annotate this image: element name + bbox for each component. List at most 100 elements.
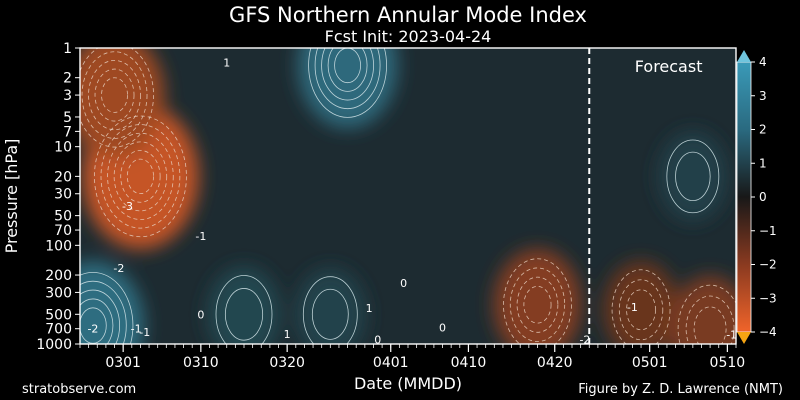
x-tick-label-0410: 0410 [451, 355, 487, 371]
contour-ring-9-1 [666, 139, 720, 214]
y-tick-label-100: 100 [45, 238, 72, 254]
field-feature-neg-2 [493, 248, 582, 344]
contour-ring-8-1 [302, 276, 358, 344]
cb-tick-label--2: −2 [759, 258, 777, 272]
y-axis-label: Pressure [hPa] [2, 139, 21, 254]
contour-ring-2-1 [503, 258, 572, 344]
y-tick-label-3: 3 [63, 88, 72, 104]
colorbar-scale [736, 61, 752, 333]
y-tick-label-200: 200 [45, 268, 72, 284]
x-tick-label-0301: 0301 [105, 355, 141, 371]
contour-label-3: -2 [113, 262, 124, 275]
field-feature-pos-5 [297, 48, 398, 129]
contour-ring-2-3 [516, 276, 559, 333]
x-tick-label-0510: 0510 [710, 355, 746, 371]
colorbar-ticks: 4 3 2 1 0 −1 −2 −3 −4 [751, 55, 777, 339]
cb-tick-label-4: 4 [759, 55, 767, 69]
contour-ring-2-2 [509, 267, 566, 342]
field-feature-pos-8 [294, 268, 366, 344]
contour-label-2: -1 [195, 230, 206, 243]
contour-ring-6-5 [80, 307, 107, 344]
x-tick-label-0501: 0501 [632, 355, 668, 371]
y-tick-label-7: 7 [63, 124, 72, 140]
y-tick-label-1: 1 [63, 41, 72, 57]
y-tick-label-1000: 1000 [36, 337, 72, 353]
contour-ring-5-2 [314, 48, 381, 110]
x-tick-label-0320: 0320 [269, 355, 305, 371]
contour-ring-0-5 [120, 150, 161, 203]
field-feature-pos-7 [207, 266, 281, 344]
contour-ring-3-3 [626, 289, 656, 331]
cb-tick-label-0: 0 [759, 190, 767, 204]
contour-ring-0-2 [100, 124, 181, 229]
contour-lines [80, 48, 736, 344]
contour-ring-1-3 [88, 60, 141, 131]
contour-ring-4-1 [677, 284, 736, 344]
contour-ring-5-3 [321, 48, 374, 101]
field-feature-neg-3 [603, 260, 680, 344]
contour-ring-4-3 [693, 306, 727, 344]
cb-tick-label-1: 1 [759, 156, 767, 170]
y-tick-label-2: 2 [63, 71, 72, 87]
field-feature-pos-6 [80, 261, 145, 344]
contour-ring-2-4 [523, 285, 552, 324]
contour-label-13: -2 [579, 333, 590, 346]
cb-tick-label-3: 3 [759, 89, 767, 103]
contour-ring-3-1 [611, 269, 671, 344]
contour-label-0: 1 [223, 56, 230, 69]
contour-ring-1-2 [81, 51, 148, 139]
contour-ring-5-1 [308, 48, 387, 118]
field-feature-pos-9 [658, 131, 728, 222]
contour-ring-5-4 [327, 48, 368, 92]
y-tick-label-10: 10 [54, 140, 72, 156]
y-tick-label-70: 70 [54, 223, 72, 239]
contour-ring-0-1 [94, 115, 187, 238]
footer-site: stratobserve.com [22, 382, 136, 397]
contour-ring-4-2 [685, 295, 735, 344]
contour-label-10: 0 [400, 277, 407, 290]
y-tick-label-30: 30 [54, 187, 72, 203]
y-tick-label-20: 20 [54, 169, 72, 185]
contour-ring-0-6 [126, 158, 154, 195]
contour-ring-7-1 [215, 275, 273, 344]
contour-label-7: -1 [139, 326, 150, 339]
contour-label-14: -1 [627, 301, 638, 314]
y-tick-label-50: 50 [54, 209, 72, 225]
colorbar-min-arrow [737, 332, 751, 344]
contour-ring-7-2 [224, 288, 264, 341]
cb-tick-label-2: 2 [759, 123, 767, 137]
contour-label-12: 0 [439, 321, 446, 334]
chart-subtitle: Fcst Init: 2023-04-24 [325, 27, 492, 46]
x-tick-label-0310: 0310 [183, 355, 219, 371]
cb-tick-label--1: −1 [759, 224, 777, 238]
x-tick-label-0401: 0401 [373, 355, 409, 371]
contour-label-9: 1 [366, 302, 373, 315]
colorbar: 4 3 2 1 0 −1 −2 −3 −4 [736, 50, 777, 344]
contour-ring-6-3 [80, 289, 121, 344]
cb-tick-label--4: −4 [759, 325, 777, 339]
footer-credit: Figure by Z. D. Lawrence (NMT) [578, 382, 783, 397]
contour-label-4: 0 [197, 308, 204, 321]
y-tick-label-5: 5 [63, 110, 72, 126]
x-axis-label: Date (MMDD) [354, 374, 462, 393]
contour-ring-1-5 [101, 77, 128, 113]
contour-label-6: -1 [131, 323, 142, 336]
y-tick-label-500: 500 [45, 307, 72, 323]
chart-title: GFS Northern Annular Mode Index [229, 3, 587, 27]
contour-ring-1-1 [80, 48, 154, 148]
contour-ring-8-2 [311, 288, 349, 340]
contour-ring-0-3 [107, 132, 174, 220]
cb-tick-label--3: −3 [759, 291, 777, 305]
forecast-label: Forecast [635, 57, 703, 76]
contour-ring-6-2 [80, 280, 127, 344]
colorbar-max-arrow [737, 50, 751, 62]
contour-ring-1-4 [94, 68, 135, 122]
contour-label-15: -1 [726, 328, 737, 341]
contour-label-11: 0 [374, 333, 381, 346]
x-axis: 0301 0310 0320 0401 0410 0420 0501 0510 [79, 344, 746, 371]
contour-label-1: -3 [122, 200, 133, 213]
